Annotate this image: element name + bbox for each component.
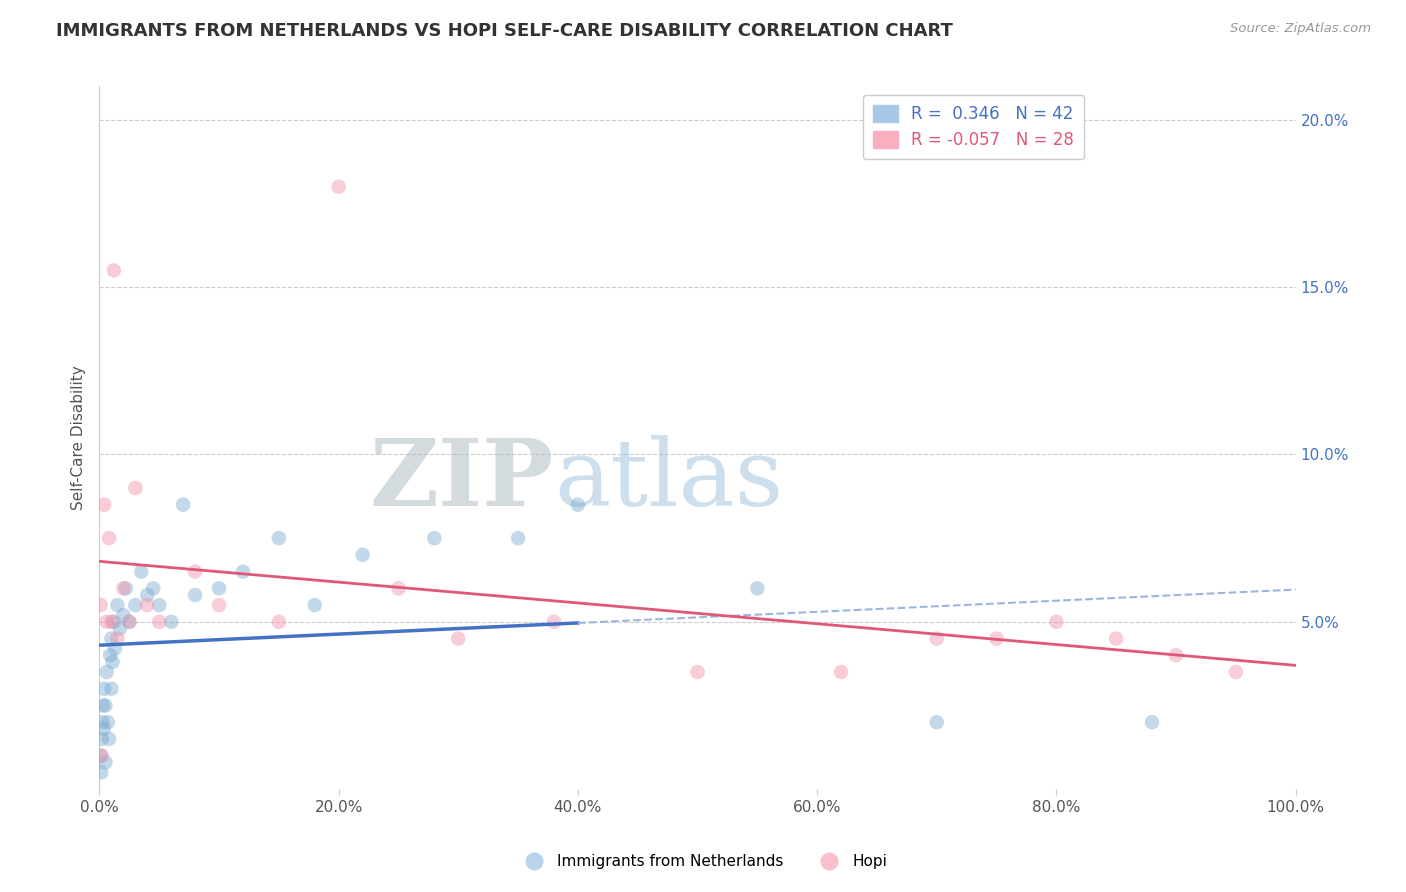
Point [96,665,118,679]
Point [96,615,118,629]
Point [94,698,117,713]
Point [1045,615,1067,629]
Legend: R =  0.346   N = 42, R = -0.057   N = 28: R = 0.346 N = 42, R = -0.057 N = 28 [863,95,1084,160]
Point [148,598,170,612]
Point [830,665,852,679]
Point [98,731,121,746]
Point [97,715,120,730]
Point [114,582,136,596]
Point [208,582,231,596]
Point [90,765,112,780]
Text: Source: ZipAtlas.com: Source: ZipAtlas.com [1230,22,1371,36]
Legend: Immigrants from Netherlands, Hopi: Immigrants from Netherlands, Hopi [513,848,893,875]
Point [1140,715,1163,730]
Point [100,632,122,646]
Point [90,748,112,763]
Point [208,598,231,612]
Point [184,565,207,579]
Point [100,615,122,629]
Point [136,598,159,612]
Point [93,722,115,736]
Point [160,615,183,629]
Point [747,582,769,596]
Point [90,731,112,746]
Point [148,615,170,629]
Point [103,263,125,277]
Point [103,615,125,629]
Point [101,655,124,669]
Point [172,498,194,512]
Point [184,588,207,602]
Point [93,498,115,512]
Point [1164,648,1187,663]
Point [925,632,948,646]
Point [1105,632,1128,646]
Point [543,615,565,629]
Point [105,598,128,612]
Point [98,648,121,663]
Point [567,498,589,512]
Point [447,632,470,646]
Point [90,748,112,763]
Point [124,481,146,495]
Point [105,632,128,646]
Point [423,531,446,545]
Point [118,615,141,629]
Point [136,588,159,602]
Point [986,632,1008,646]
Point [112,608,135,623]
Point [506,531,529,545]
Point [328,179,350,194]
Point [267,615,290,629]
Point [124,598,146,612]
Point [90,598,112,612]
Point [93,681,115,696]
Point [94,756,117,770]
Point [98,531,121,545]
Point [91,715,114,730]
Point [142,582,165,596]
Point [232,565,254,579]
Text: IMMIGRANTS FROM NETHERLANDS VS HOPI SELF-CARE DISABILITY CORRELATION CHART: IMMIGRANTS FROM NETHERLANDS VS HOPI SELF… [56,22,953,40]
Point [387,582,409,596]
Point [304,598,326,612]
Point [686,665,709,679]
Text: ZIP: ZIP [370,435,554,524]
Point [118,615,141,629]
Point [112,582,135,596]
Point [925,715,948,730]
Point [108,622,131,636]
Point [91,698,114,713]
Text: atlas: atlas [554,435,783,524]
Point [100,681,122,696]
Point [104,641,127,656]
Y-axis label: Self-Care Disability: Self-Care Disability [72,366,86,510]
Point [267,531,290,545]
Point [352,548,374,562]
Point [129,565,152,579]
Point [1225,665,1247,679]
